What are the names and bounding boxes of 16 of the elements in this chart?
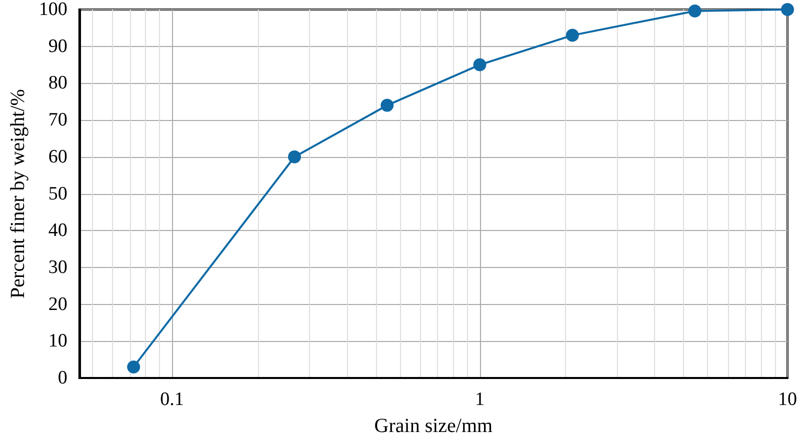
y-tick-label: 80 — [48, 72, 68, 94]
x-tick-label: 1 — [475, 389, 485, 410]
x-axis-title: Grain size/mm — [374, 415, 494, 437]
y-tick-label: 100 — [38, 0, 68, 20]
y-axis-title: Percent finer by weight/% — [7, 89, 29, 298]
y-tick-label: 20 — [48, 294, 68, 315]
y-tick-label: 90 — [48, 36, 68, 57]
y-tick-label: 0 — [58, 368, 68, 388]
x-tick-label: 10 — [778, 389, 797, 410]
y-tick-label: 70 — [48, 110, 68, 131]
y-tick-label: 60 — [48, 146, 68, 168]
y-tick-label: 40 — [48, 220, 68, 242]
y-tick-label: 30 — [48, 256, 68, 278]
y-tick-label: 50 — [48, 183, 68, 204]
y-tick-label: 10 — [48, 330, 68, 352]
x-tick-label: 0.1 — [160, 389, 184, 410]
